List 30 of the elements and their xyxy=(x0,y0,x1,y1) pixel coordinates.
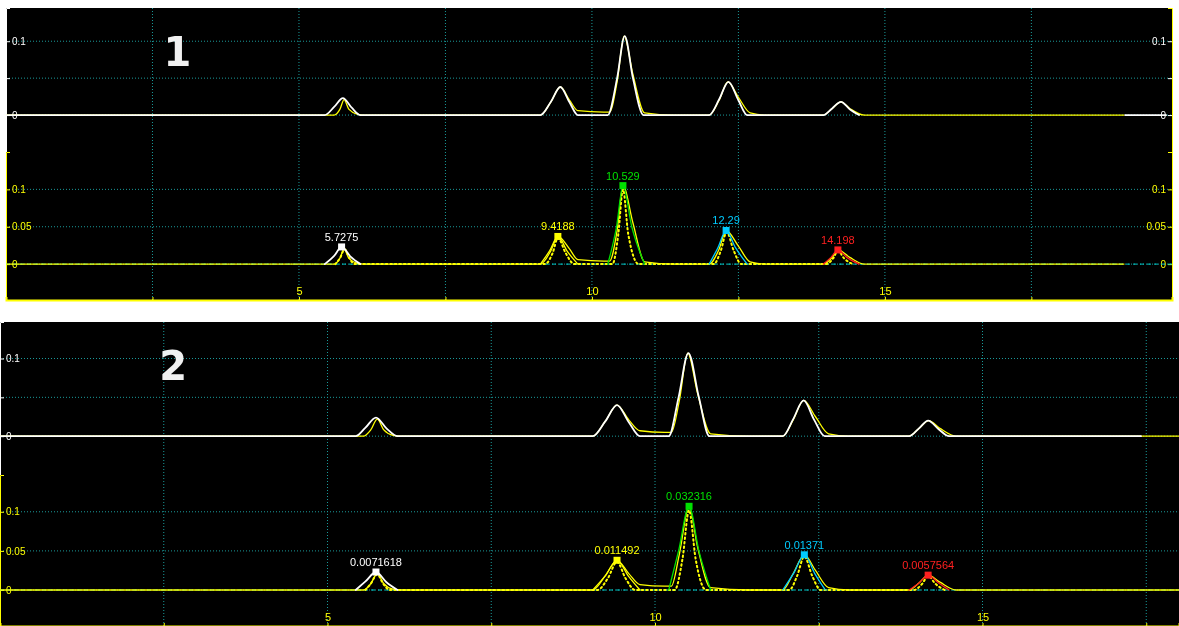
annotation: 12.29 xyxy=(712,214,740,227)
text: 1 xyxy=(163,29,192,75)
y2-tick-label: 0.05 xyxy=(1146,221,1167,233)
x-tick-label: 15 xyxy=(879,285,892,297)
annotation: 10.529 xyxy=(606,169,640,182)
annotation: 0.0057564 xyxy=(902,559,955,572)
x-tick-label: 15 xyxy=(976,611,990,623)
x-tick-label: 5 xyxy=(296,285,303,297)
annotation: 0.0071618 xyxy=(349,556,402,569)
annotation: 0.01371 xyxy=(784,538,825,551)
y-tick-label: 0.05 xyxy=(12,221,32,233)
y2-tick-label: 0 xyxy=(1160,258,1167,270)
y-tick-label: 0 xyxy=(12,258,18,270)
x-tick-label: 10 xyxy=(586,285,599,297)
y2-tick-label: 0.1 xyxy=(1152,35,1167,47)
annotation: 5.7275 xyxy=(324,230,359,243)
y-tick-label: 0.1 xyxy=(6,506,21,518)
x-tick-label: 5 xyxy=(324,611,332,623)
x-tick-label: 10 xyxy=(649,611,662,623)
y-tick-label: 0.05 xyxy=(6,545,26,557)
text: 2 xyxy=(159,343,188,389)
annotation: 14.198 xyxy=(821,233,855,246)
y-tick-label: 0.1 xyxy=(12,35,27,47)
y-tick-label: 0.1 xyxy=(12,184,27,196)
annotation: 9.4188 xyxy=(541,220,575,233)
annotation: 0.011492 xyxy=(594,544,640,557)
y2-tick-label: 0.1 xyxy=(1152,184,1167,196)
y-tick-label: 0.1 xyxy=(6,353,21,365)
annotation: 0.032316 xyxy=(666,490,713,503)
y-tick-label: 0 xyxy=(6,584,12,596)
